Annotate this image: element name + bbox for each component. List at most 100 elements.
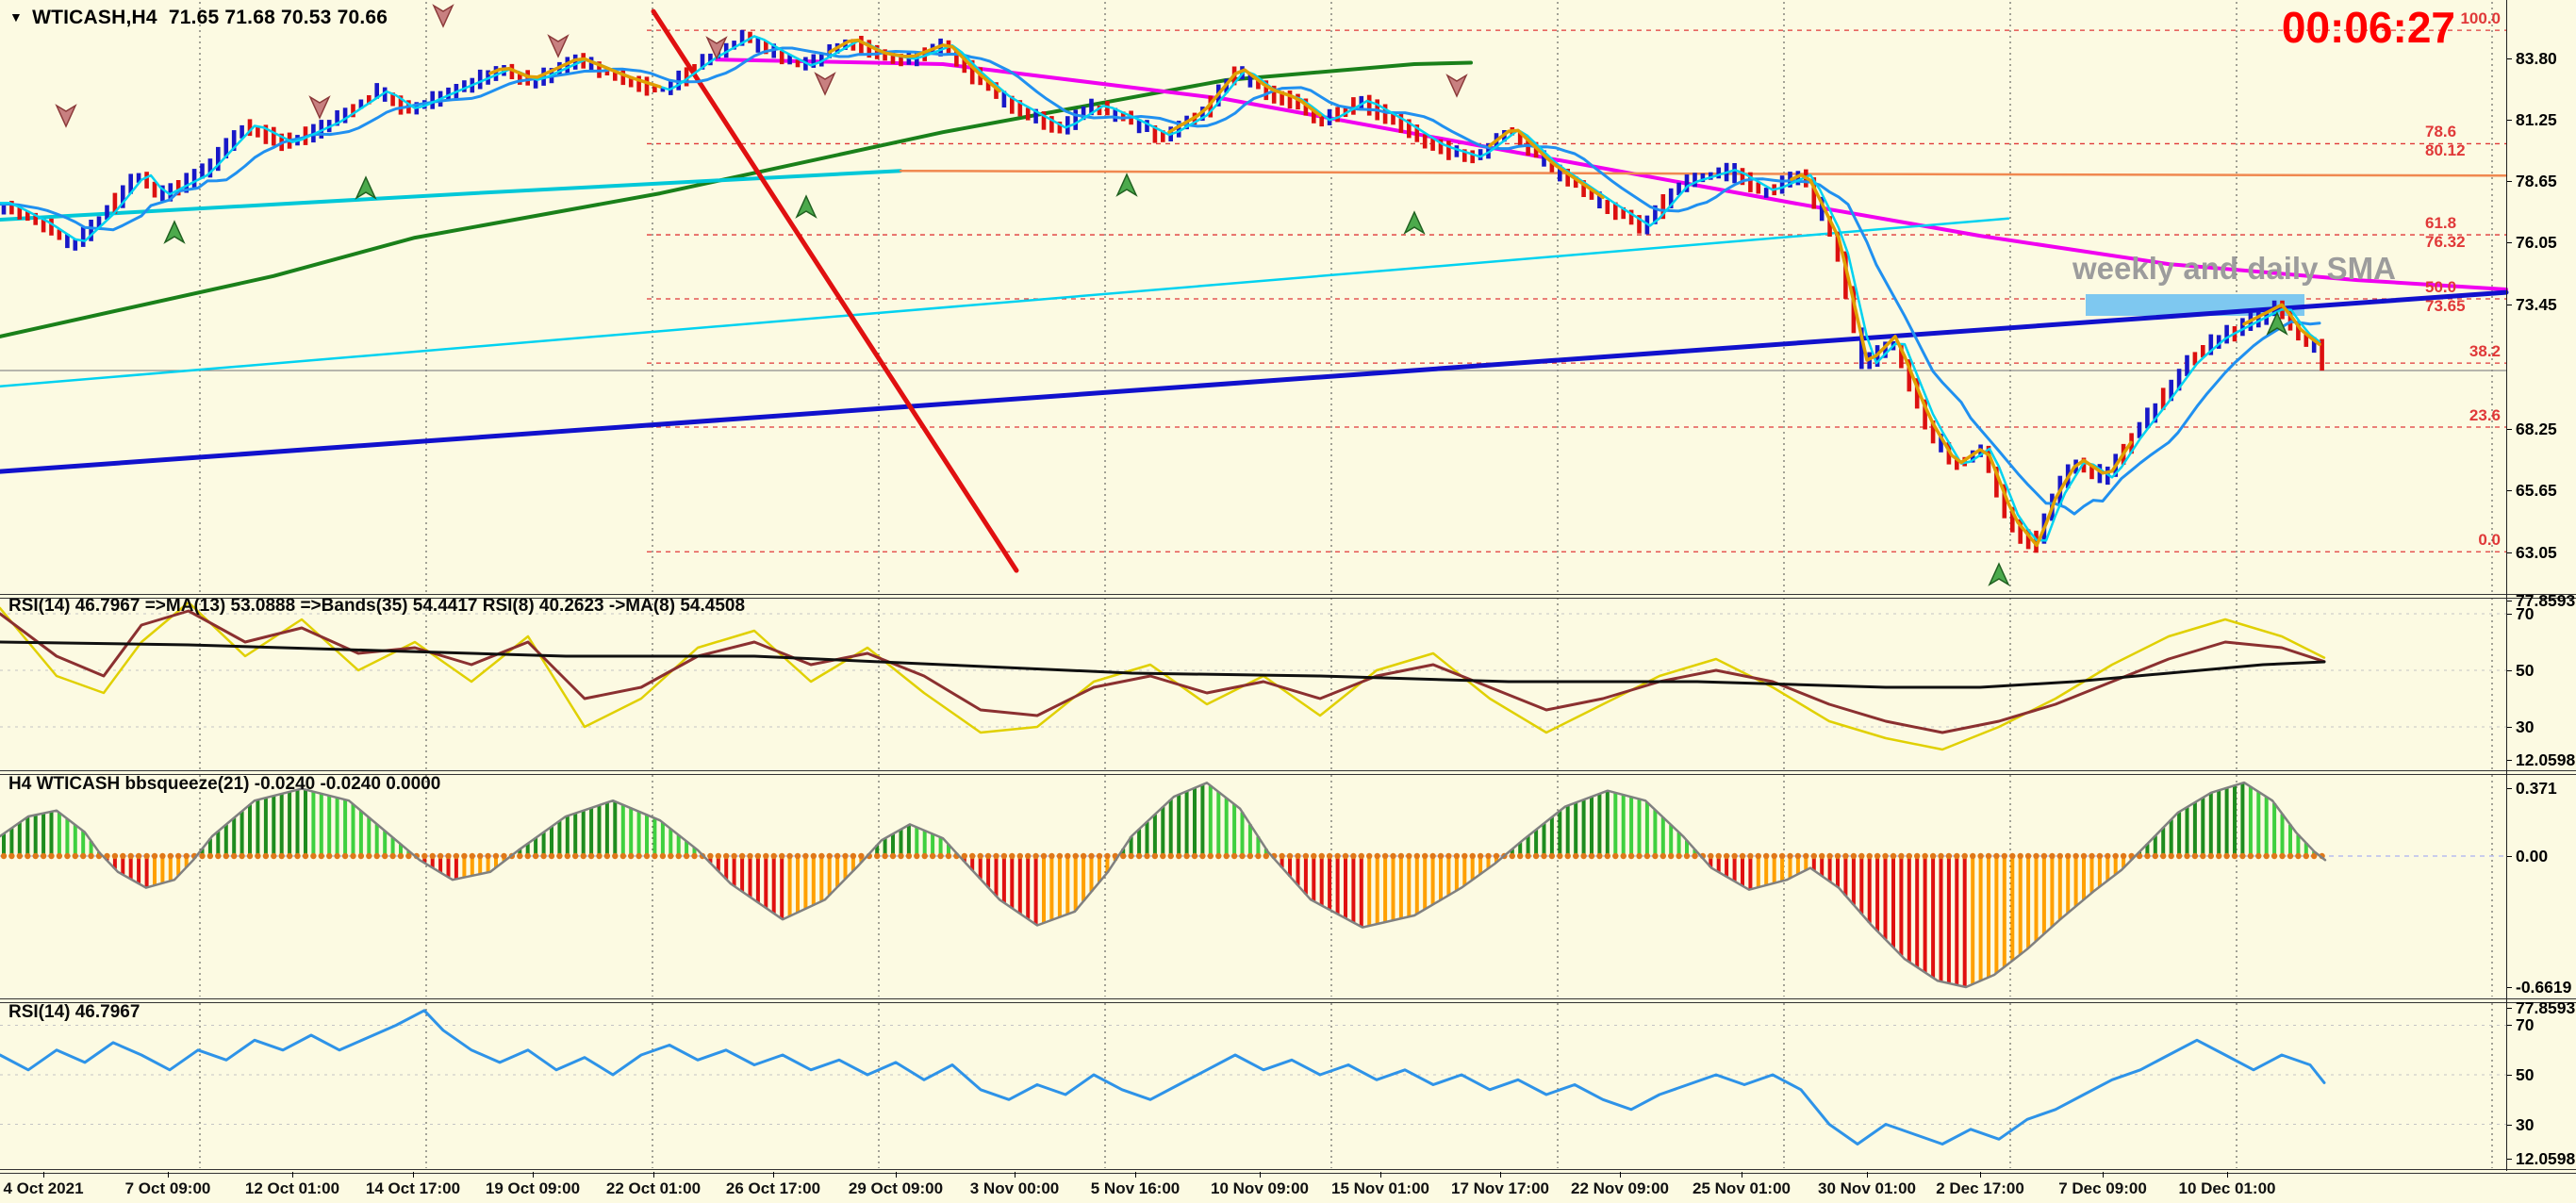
date-axis-label: 4 Oct 2021	[3, 1179, 84, 1197]
sell-arrow-icon	[705, 36, 728, 60]
axis-tick	[2507, 1008, 2512, 1009]
panel-separator[interactable]	[0, 770, 2576, 775]
time-axis[interactable]: 4 Oct 2021 7 Oct 09:00 12 Oct 01:00 14 Oct …	[0, 1172, 2576, 1203]
axis-tick	[2507, 614, 2512, 615]
axis-tick	[2507, 1025, 2512, 1026]
axis-tick	[2507, 490, 2512, 491]
date-axis-label: 14 Oct 17:00	[365, 1179, 461, 1197]
moving-averages	[0, 8, 2509, 573]
ma-gold-segment	[1790, 173, 2133, 548]
date-axis-label: 29 Oct 09:00	[848, 1179, 944, 1197]
buy-arrow-icon	[163, 220, 186, 244]
axis-tick	[896, 1172, 897, 1178]
axis-tick	[2103, 1172, 2104, 1178]
price-axis-label: -0.6619	[2516, 978, 2572, 997]
price-axis-label: 0.371	[2516, 779, 2557, 798]
axis-tick	[2507, 601, 2512, 602]
price-axis-label: 70	[2516, 1015, 2535, 1034]
date-axis-label: 30 Nov 01:00	[1818, 1179, 1916, 1197]
axis-tick	[2507, 1075, 2512, 1076]
axis-tick	[413, 1172, 414, 1178]
fibonacci-levels[interactable]	[647, 29, 2506, 552]
signal-arrows	[55, 4, 2288, 586]
date-axis-label: 7 Dec 09:00	[2058, 1179, 2147, 1197]
rsi-panel[interactable]	[0, 601, 2506, 751]
sell-arrow-icon	[55, 104, 77, 128]
price-axis-label: 81.25	[2516, 110, 2557, 129]
buy-arrow-icon	[1115, 173, 1138, 197]
axis-tick	[2507, 856, 2512, 857]
date-axis-label: 10 Dec 01:00	[2178, 1179, 2276, 1197]
price-axis-label: 83.80	[2516, 49, 2557, 68]
fib-level-label: 61.8 76.32	[2425, 214, 2466, 252]
axis-tick	[292, 1172, 293, 1178]
date-axis-label: 2 Dec 17:00	[1936, 1179, 2024, 1197]
sma-annotation: weekly and daily SMA	[2072, 251, 2396, 286]
price-axis-label: 30	[2516, 717, 2535, 736]
sma-magenta	[715, 58, 2508, 291]
ma-fast-blue	[0, 46, 2321, 516]
date-axis-label: 12 Oct 01:00	[244, 1179, 340, 1197]
price-axis[interactable]: 70.66 83.8081.2578.6576.0573.4568.2565.6…	[2506, 0, 2576, 1171]
expand-arrow-icon[interactable]: ▼	[9, 9, 24, 25]
ma-gold-segment	[1488, 128, 1605, 200]
candlesticks[interactable]	[1, 29, 2324, 553]
axis-tick	[1980, 1172, 1981, 1178]
rsi14-panel[interactable]	[0, 1009, 2506, 1145]
date-axis-label: 25 Nov 01:00	[1693, 1179, 1791, 1197]
date-axis-label: 7 Oct 09:00	[124, 1179, 211, 1197]
axis-tick	[2507, 120, 2512, 121]
axis-tick	[2507, 788, 2512, 789]
price-axis-label: 30	[2516, 1115, 2535, 1134]
axis-tick	[653, 1172, 654, 1178]
panel-separator[interactable]	[0, 998, 2576, 1003]
sma-cyan-rising	[0, 217, 2010, 388]
price-axis-label: 70	[2516, 604, 2535, 623]
sell-arrow-icon	[1445, 74, 1468, 98]
trendline-blue	[0, 289, 2509, 474]
panel-separator[interactable]	[0, 1169, 2576, 1174]
bbsqueeze-panel[interactable]	[0, 781, 2506, 989]
date-axis-label: 22 Oct 01:00	[605, 1179, 702, 1197]
rsi-indicator-label: RSI(14) 46.7967 =>MA(13) 53.0888 =>Bands…	[8, 596, 746, 616]
axis-tick	[2507, 58, 2512, 59]
bbsqueeze-histogram	[2, 783, 2324, 987]
candle-countdown-timer: 00:06:27	[2281, 3, 2455, 52]
trendline-red	[651, 8, 1019, 573]
fib-level-label: 0.0	[2478, 531, 2501, 550]
axis-tick	[1260, 1172, 1261, 1178]
axis-tick	[2507, 181, 2512, 182]
axis-tick	[1867, 1172, 1868, 1178]
sell-arrow-icon	[308, 95, 331, 120]
axis-tick	[2507, 727, 2512, 728]
fib-level-label: 23.6	[2469, 406, 2501, 424]
price-axis-label: 77.8593	[2516, 591, 2576, 610]
fib-level-label: 100.0	[2460, 9, 2501, 28]
axis-tick	[1135, 1172, 1136, 1178]
symbol-title: ▼ WTICASH,H4 71.65 71.68 70.53 70.66	[9, 7, 388, 29]
sma-orange-daily	[899, 169, 2508, 177]
date-axis-label: 10 Nov 09:00	[1211, 1179, 1309, 1197]
axis-tick	[2507, 242, 2512, 243]
buy-arrow-icon	[2266, 311, 2288, 336]
price-axis-label: 50	[2516, 661, 2535, 680]
ma-gold-segment	[1167, 68, 1322, 134]
axis-tick	[2507, 760, 2512, 761]
axis-tick	[2507, 552, 2512, 553]
price-axis-label: 77.8593	[2516, 998, 2576, 1017]
rsi14-indicator-label: RSI(14) 46.7967	[8, 1002, 140, 1022]
ma-gold-segment	[488, 57, 662, 89]
panel-separator[interactable]	[0, 594, 2576, 599]
price-axis-label: 68.25	[2516, 420, 2557, 438]
ma-gold-segment	[2242, 303, 2321, 347]
price-axis-label: 0.00	[2516, 847, 2549, 865]
axis-tick	[2507, 987, 2512, 988]
price-axis-label: 12.0598	[2516, 1149, 2576, 1168]
axis-tick	[43, 1172, 44, 1178]
axis-tick	[533, 1172, 534, 1178]
main-price-panel[interactable]	[0, 4, 2509, 586]
axis-tick	[1380, 1172, 1381, 1178]
bbsqueeze-indicator-label: H4 WTICASH bbsqueeze(21) -0.0240 -0.0240…	[8, 774, 441, 794]
sell-arrow-icon	[547, 34, 570, 58]
